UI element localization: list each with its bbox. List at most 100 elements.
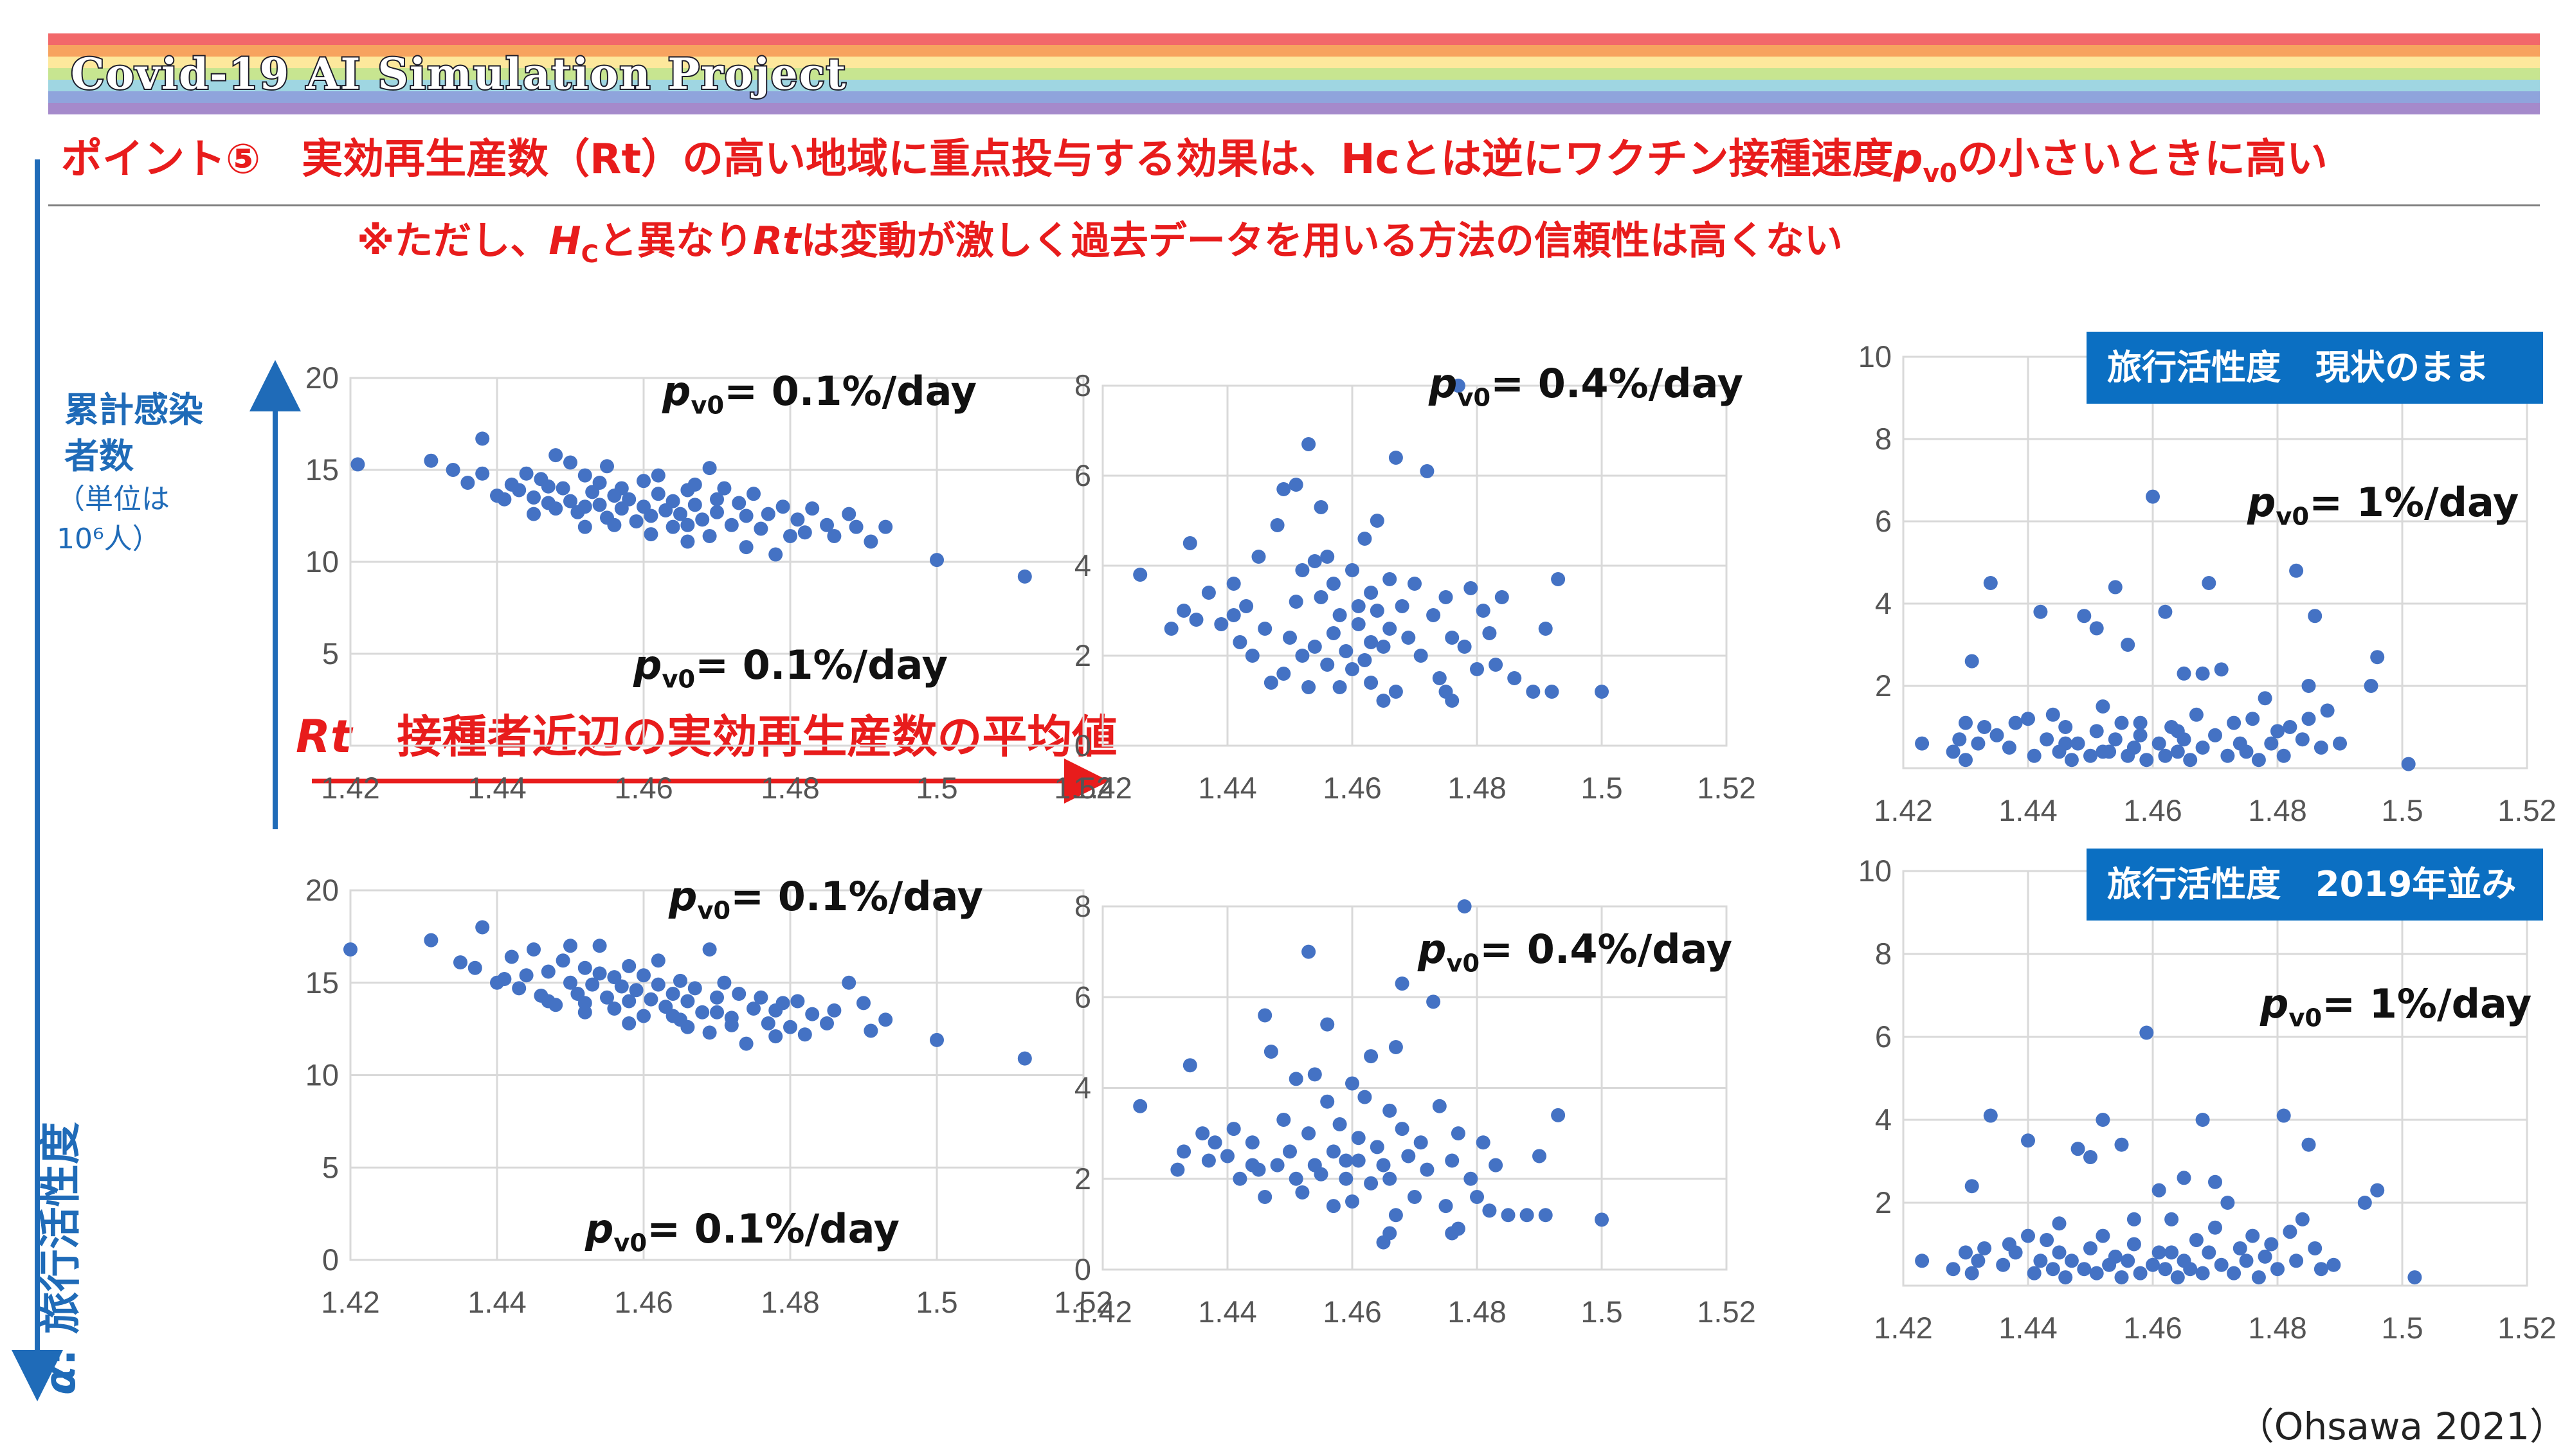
scatter-point <box>761 507 775 521</box>
scatter-point <box>519 466 534 481</box>
travel-current-label: 旅行活性度 現状のまま <box>2087 332 2543 404</box>
pv-value: = 0.1%/day <box>724 368 977 415</box>
pv-label-c5: pv0= 0.4%/day <box>1418 926 1732 978</box>
scatter-point <box>1946 744 1961 759</box>
scatter-point <box>710 505 724 519</box>
scatter-point <box>724 517 739 532</box>
scatter-point <box>761 1016 775 1030</box>
scatter-point <box>2164 1245 2179 1260</box>
x-tick-label: 1.52 <box>2497 1311 2556 1345</box>
point-prefix: ポイント⑤ 実効再生産数（Rt）の高い地域に重点投与する効果は、Hcとは逆にワク… <box>61 136 1894 183</box>
scatter-point <box>842 975 856 990</box>
scatter-point <box>1332 1117 1347 1131</box>
scatter-point <box>2251 1270 2266 1285</box>
scatter-point <box>666 987 680 1001</box>
x-tick-label: 1.48 <box>761 771 819 805</box>
scatter-point <box>1320 1017 1335 1032</box>
scatter-point <box>1376 694 1391 708</box>
scatter-point <box>1164 622 1179 636</box>
scatter-point <box>1351 617 1366 631</box>
pv-value: = 0.4%/day <box>1480 926 1733 973</box>
x-tick-label: 1.52 <box>1697 771 1755 805</box>
x-tick-label: 1.46 <box>1323 1295 1381 1329</box>
scatter-point <box>2045 707 2060 722</box>
pv-label-c1-bottom: pv0= 0.1%/day <box>633 642 948 694</box>
scatter-point <box>651 953 666 968</box>
scatter-point <box>1208 1135 1222 1150</box>
scatter-point <box>2208 728 2222 742</box>
scatter-point <box>1177 1144 1191 1159</box>
scatter-point <box>1320 550 1335 564</box>
scatter-point <box>2008 715 2023 730</box>
pv-label-c1-top: pv0= 0.1%/day <box>662 368 977 420</box>
scatter-point <box>2357 1196 2372 1210</box>
scatter-point <box>2289 563 2304 578</box>
scatter-point <box>1345 1076 1359 1091</box>
pv-var: p <box>1429 360 1458 407</box>
rainbow-band <box>48 91 2540 103</box>
scatter-point <box>1195 1126 1210 1141</box>
scatter-point <box>673 507 687 521</box>
scatter-point <box>527 490 541 505</box>
scatter-point <box>2058 736 2073 751</box>
y-tick-label: 4 <box>1875 1102 1892 1137</box>
scatter-point <box>2002 741 2016 755</box>
scatter-point <box>1977 720 1992 734</box>
scatter-point <box>1258 1190 1272 1204</box>
scatter-point <box>1971 736 1986 751</box>
x-tick-label: 1.48 <box>1447 771 1506 805</box>
scatter-point <box>2264 736 2279 751</box>
scatter-point <box>1445 1226 1460 1241</box>
scatter-point <box>1388 1208 1403 1223</box>
scatter-point <box>768 1029 783 1044</box>
scatter-point <box>2183 1262 2198 1277</box>
scatter-chart-6: 1.42 1.44 1.46 1.48 1.5 1.52 2 4 6 8 10 <box>1858 854 2557 1345</box>
scatter-point <box>556 953 570 968</box>
scatter-point <box>343 942 358 957</box>
scatter-point <box>1382 1171 1397 1186</box>
scatter-point <box>1408 577 1422 591</box>
x-tick-label: 1.42 <box>321 771 379 805</box>
pv-sub: v0 <box>1457 383 1491 413</box>
scatter-point <box>2270 1262 2285 1277</box>
scatter-point <box>2008 1245 2023 1260</box>
scatter-point <box>592 966 607 981</box>
scatter-point <box>2333 736 2347 751</box>
scatter-point <box>2407 1270 2422 1285</box>
scatter-point <box>1332 608 1347 622</box>
scatter-point <box>512 981 527 996</box>
scatter-point <box>2139 1025 2154 1040</box>
scatter-point <box>1438 590 1453 604</box>
scatter-point <box>2177 1171 2191 1185</box>
x-tick-label: 1.48 <box>1447 1295 1506 1329</box>
scatter-point <box>1276 1112 1291 1127</box>
scatter-point <box>1989 728 2004 742</box>
scatter-point <box>1551 572 1566 586</box>
scatter-point <box>2027 748 2042 763</box>
scatter-point <box>775 499 790 514</box>
scatter-point <box>1320 1094 1335 1109</box>
scatter-point <box>2189 707 2204 722</box>
divider-line <box>48 204 2540 206</box>
scatter-point <box>666 519 680 534</box>
scatter-point <box>2195 741 2210 755</box>
scatter-point <box>1482 626 1497 640</box>
y-tick-label: 8 <box>1875 422 1892 456</box>
scatter-point <box>2195 1113 2210 1127</box>
scatter-point <box>1245 649 1260 663</box>
scatter-point <box>527 507 541 521</box>
scatter-point <box>577 1005 592 1020</box>
x-axis-label: Rt 接種者近辺の実効再生産数の平均値 <box>296 701 1117 766</box>
scatter-point <box>1326 577 1341 591</box>
scatter-point <box>1595 1212 1609 1227</box>
x-tick-label: 1.42 <box>1073 1295 1132 1329</box>
scatter-point <box>2114 1137 2129 1152</box>
scatter-point <box>2151 1245 2166 1260</box>
scatter-point <box>1263 1045 1278 1059</box>
scatter-point <box>2208 1220 2222 1235</box>
point-statement: ポイント⑤ 実効再生産数（Rt）の高い地域に重点投与する効果は、Hcとは逆にワク… <box>61 126 2328 188</box>
scatter-point <box>1345 1194 1359 1209</box>
y-tick-label: 15 <box>305 966 339 1000</box>
x-tick-label: 1.5 <box>916 1285 957 1319</box>
